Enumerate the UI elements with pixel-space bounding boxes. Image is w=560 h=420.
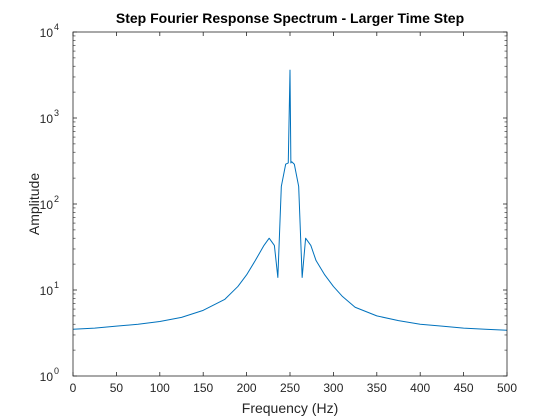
y-tick-exponent: 3 (54, 108, 59, 118)
series-line (72, 69, 508, 331)
x-tick-label: 350 (367, 381, 387, 395)
chart-title: Step Fourier Response Spectrum - Larger … (116, 10, 464, 26)
y-tick-label: 10 (40, 284, 54, 298)
x-tick-label: 300 (323, 381, 343, 395)
y-tick-label: 10 (40, 112, 54, 126)
x-axis-label: Frequency (Hz) (242, 400, 338, 416)
y-tick-exponent: 2 (54, 194, 59, 204)
x-tick-label: 250 (280, 381, 300, 395)
y-tick-exponent: 1 (54, 280, 59, 290)
x-tick-label: 150 (193, 381, 213, 395)
y-tick-exponent: 4 (54, 22, 59, 32)
y-axis-label: Amplitude (26, 173, 42, 235)
x-tick-label: 450 (454, 381, 474, 395)
y-tick-exponent: 0 (54, 366, 59, 376)
series-layer (72, 69, 508, 331)
x-tick-label: 500 (497, 381, 517, 395)
x-tick-label: 100 (150, 381, 170, 395)
x-tick-label: 0 (70, 381, 77, 395)
x-tick-label: 50 (110, 381, 124, 395)
x-tick-label: 200 (237, 381, 257, 395)
plot-frame (72, 31, 508, 377)
x-tick-label: 400 (410, 381, 430, 395)
y-tick-label: 10 (40, 370, 54, 384)
y-tick-label: 10 (40, 26, 54, 40)
y-tick-label: 10 (40, 198, 54, 212)
